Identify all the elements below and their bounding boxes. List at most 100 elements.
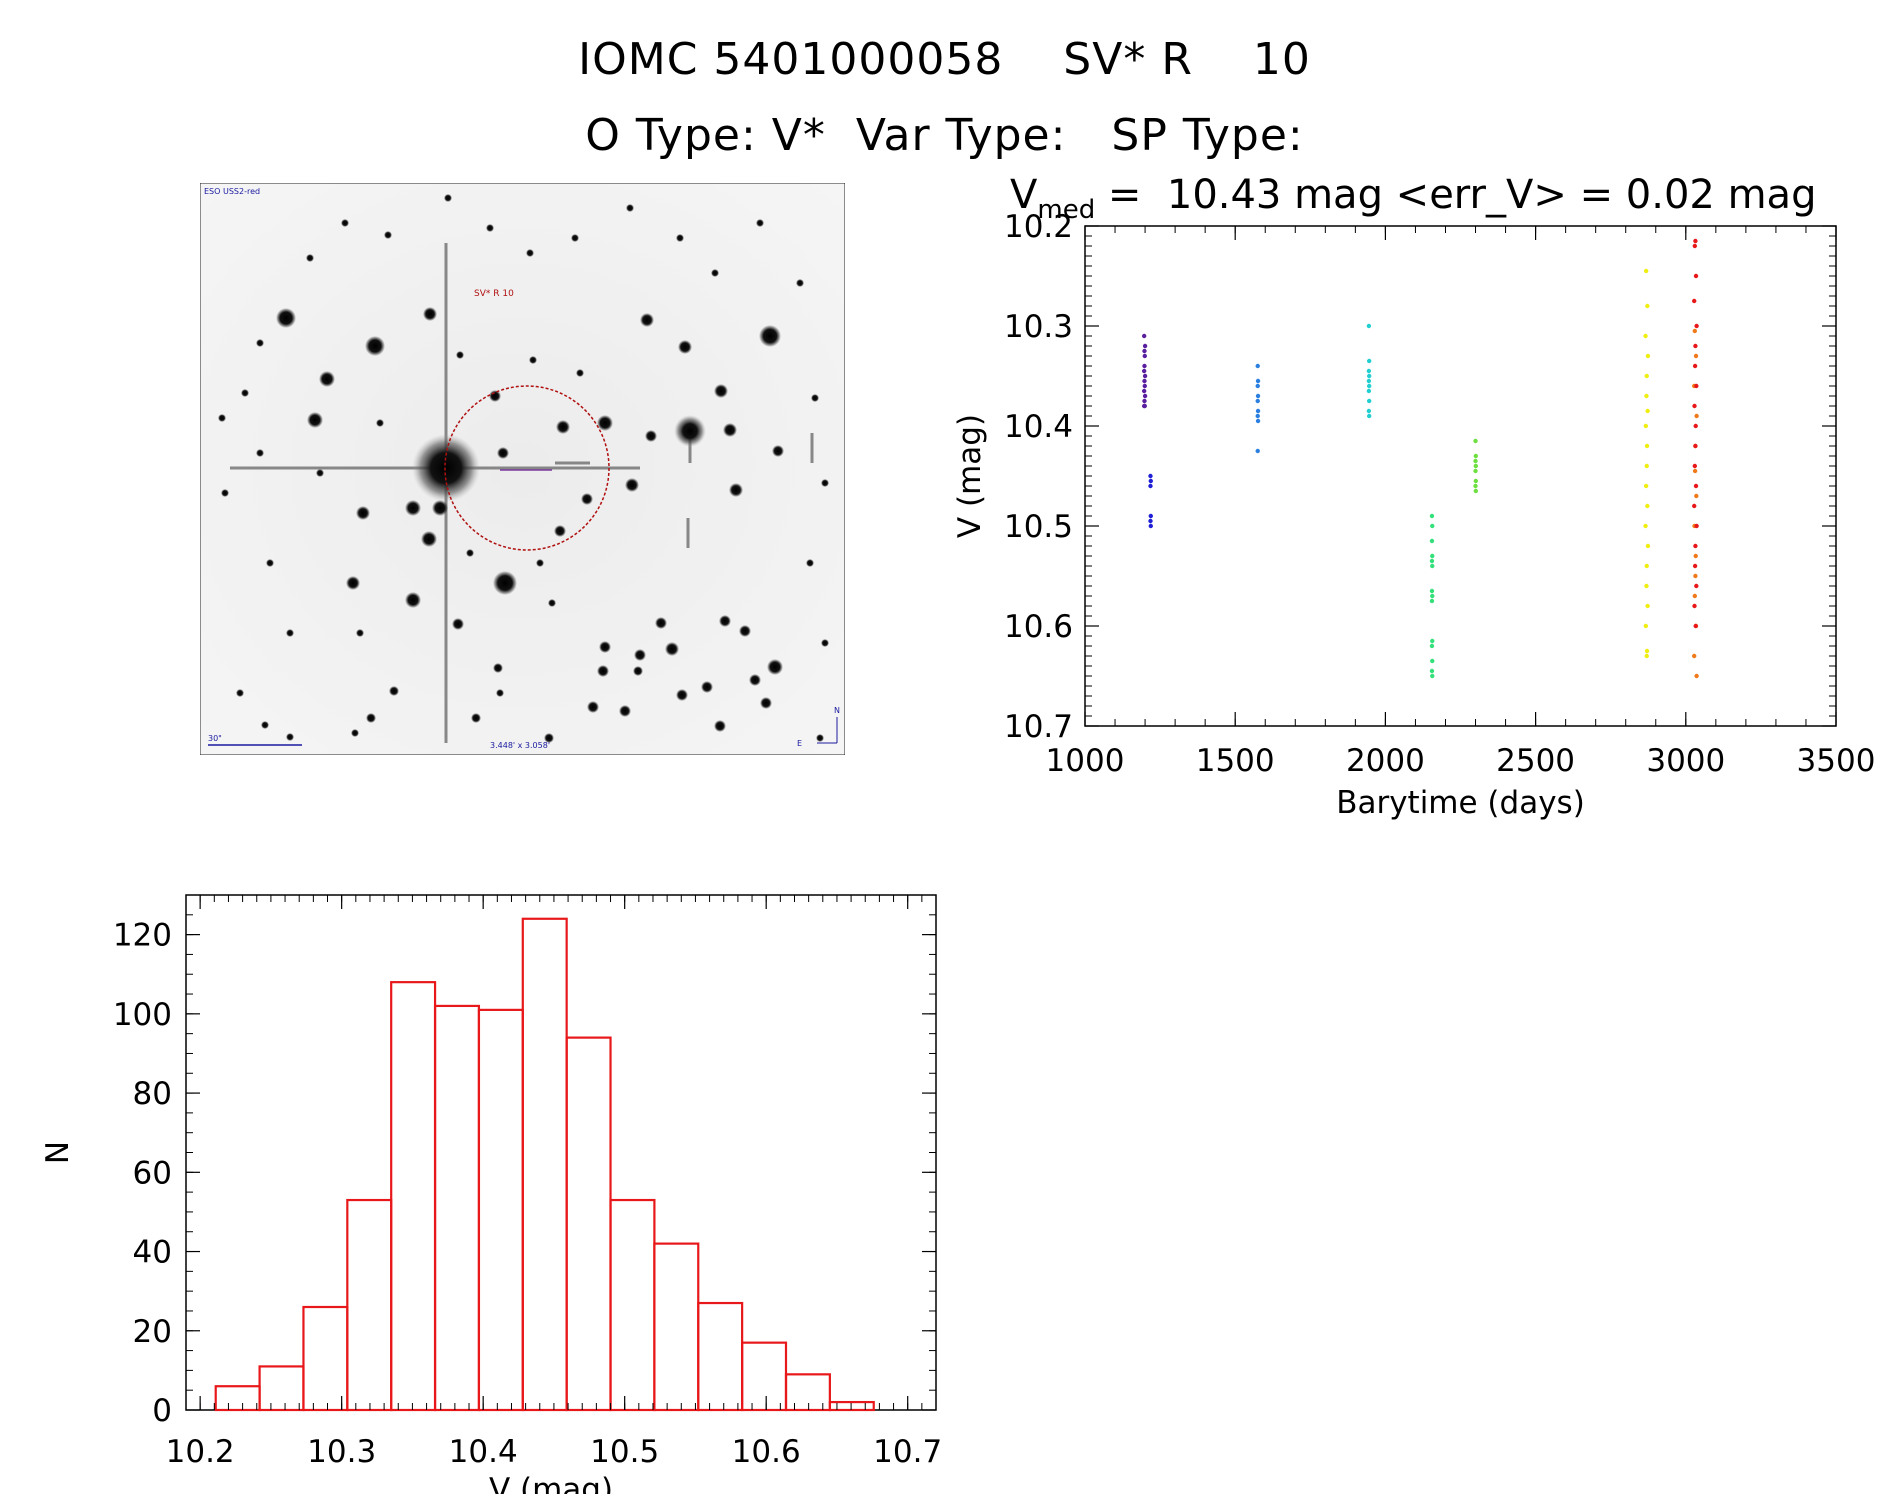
finder-star (626, 204, 634, 212)
finder-star (376, 419, 384, 427)
finder-star (806, 559, 814, 567)
lightcurve-point (1366, 323, 1372, 329)
finder-star (256, 449, 264, 457)
lightcurve-series (1643, 268, 1651, 659)
lightcurve-point (1645, 603, 1650, 609)
lightcurve-point (1694, 493, 1699, 499)
finder-star (711, 269, 719, 277)
histogram-ytick-label: 0 (152, 1393, 172, 1429)
finder-star (674, 415, 706, 447)
lightcurve-point (1693, 573, 1698, 579)
lightcurve-point (1693, 273, 1699, 279)
lightcurve-point (1694, 583, 1699, 589)
histogram-bar (433, 1004, 481, 1412)
finder-star (548, 599, 556, 607)
lightcurve-frame (1084, 225, 1837, 727)
lightcurve-plot: 1000 1500 2000 2500 3000 3500 10.2 10.3 10.4 10.5… (952, 209, 1875, 821)
lightcurve-point (1644, 653, 1649, 659)
lightcurve-ytick-label: 10.6 (1004, 609, 1073, 645)
finder-star (486, 224, 494, 232)
finder-chart-image: SV* R 10 ESO USS2-red 30" 3.448' x 3.058… (200, 183, 845, 755)
finder-star (576, 369, 584, 377)
lightcurve-point (1366, 413, 1372, 419)
lightcurve-point (1692, 463, 1698, 469)
finder-star (723, 423, 737, 437)
figure-subtitle: O Type: V* Var Type: SP Type: (585, 110, 1304, 161)
lightcurve-point (1430, 638, 1435, 644)
finder-star (236, 689, 244, 697)
lightcurve-point (1645, 303, 1650, 309)
lightcurve-point (1693, 353, 1699, 359)
lightcurve-point (1473, 468, 1478, 474)
lightcurve-point (1142, 383, 1147, 389)
lightcurve-point (1366, 408, 1372, 414)
figure-title: IOMC 5401000058 SV* R 10 (578, 34, 1311, 85)
finder-star (221, 489, 229, 497)
lightcurve-point (1255, 393, 1261, 399)
finder-star (756, 219, 764, 227)
lightcurve-point (1473, 438, 1478, 444)
finder-star (319, 371, 335, 387)
finder-star (796, 279, 804, 287)
finder-star (556, 420, 570, 434)
finder-star (676, 689, 688, 701)
lightcurve-point (1255, 413, 1260, 419)
lightcurve-ytick-label: 10.2 (1004, 209, 1073, 245)
lightcurve-point (1643, 523, 1648, 529)
finder-star (276, 308, 296, 328)
finder-star (816, 734, 824, 742)
finder-star (645, 430, 657, 442)
finder-star (286, 733, 294, 741)
histogram-bar (653, 1242, 700, 1412)
lightcurve-point (1255, 378, 1261, 384)
lightcurve-point (1429, 538, 1435, 544)
finder-star (256, 339, 264, 347)
finder-star (452, 618, 464, 630)
histogram-xtick-label: 10.7 (873, 1434, 942, 1470)
lightcurve-point (1142, 348, 1147, 354)
histogram-xtick-label: 10.6 (732, 1434, 801, 1470)
finder-star (466, 549, 474, 557)
lightcurve-point (1692, 363, 1698, 369)
finder-star (536, 559, 544, 567)
histogram-ytick-label: 120 (113, 918, 172, 954)
lightcurve-point (1693, 238, 1698, 244)
histogram-frame (185, 894, 937, 1411)
lightcurve-point (1142, 378, 1147, 384)
lightcurve-point (1692, 328, 1698, 334)
lightcurve-series (1692, 238, 1699, 629)
lightcurve-point (1694, 323, 1699, 329)
east-label: E (797, 739, 802, 748)
lightcurve-point (1692, 603, 1697, 609)
lightcurve-point (1429, 598, 1435, 604)
lightcurve-point (1366, 373, 1372, 379)
lightcurve-point (1148, 513, 1153, 519)
finder-star (749, 674, 761, 686)
finder-star (346, 576, 360, 590)
lightcurve-point (1645, 353, 1651, 359)
lightcurve-ylabel: V (mag) (952, 414, 988, 538)
lightcurve-point (1429, 588, 1435, 594)
finder-star (665, 642, 679, 656)
histogram-bar (390, 981, 437, 1412)
lightcurve-title-rest: = 10.43 mag <err_V> = 0.02 mag (1095, 172, 1817, 218)
finder-star (767, 659, 783, 675)
histogram-ytick-label: 100 (113, 997, 172, 1033)
finder-star (384, 231, 392, 239)
finder-star (719, 615, 731, 627)
histogram-ytick-label: 80 (133, 1076, 172, 1112)
lightcurve-point (1366, 358, 1372, 364)
lightcurve-point (1645, 503, 1650, 509)
finder-star (456, 351, 464, 359)
lightcurve-point (1255, 448, 1260, 454)
finder-star (772, 445, 784, 457)
finder-star (544, 733, 554, 743)
lightcurve-point (1148, 483, 1153, 489)
histogram-ylabel: N (40, 1141, 76, 1164)
histogram-xtick-label: 10.3 (307, 1434, 376, 1470)
finder-star (341, 219, 349, 227)
histogram-ytick-label: 20 (133, 1314, 172, 1350)
fov-label: 3.448' x 3.058' (490, 741, 550, 750)
histogram-bar (346, 1198, 393, 1412)
lightcurve-point (1430, 563, 1435, 569)
